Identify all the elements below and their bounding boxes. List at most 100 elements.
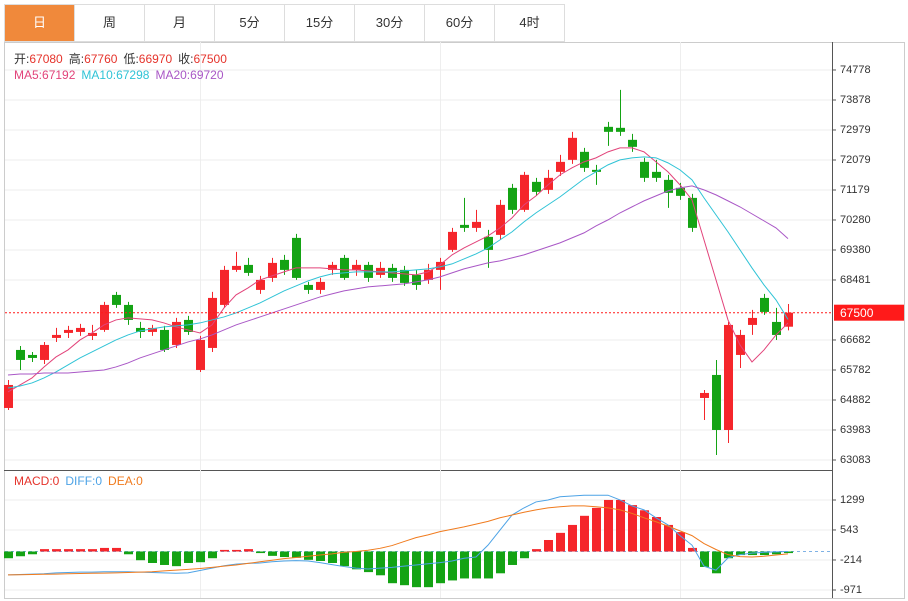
candle-body (436, 261, 445, 270)
macd-bar (472, 551, 481, 579)
legend-value: 67192 (42, 68, 76, 82)
macd-bar (268, 551, 277, 556)
macd-bar (172, 551, 181, 567)
tab[interactable]: 30分 (355, 5, 425, 41)
macd-bar (628, 505, 637, 552)
tab[interactable]: 15分 (285, 5, 355, 41)
info-value: 66970 (138, 52, 173, 66)
macd-bar (220, 549, 229, 552)
macd-bar (676, 532, 685, 552)
info-value: 67080 (29, 52, 63, 66)
macd-bar (244, 549, 253, 552)
macd-bar (352, 551, 361, 570)
legend-value: 69720 (190, 68, 224, 82)
candle-body (304, 284, 313, 290)
candle-body (616, 127, 625, 132)
candle-body (268, 262, 277, 278)
candle-body (244, 264, 253, 273)
candle-body (28, 354, 37, 358)
macd-bar (664, 524, 673, 552)
macd-bar (412, 551, 421, 588)
candle-body (748, 317, 757, 325)
legend-value: 67298 (116, 68, 150, 82)
macd-bar (400, 551, 409, 586)
candle-body (100, 304, 109, 330)
y-tick-label: 66682 (840, 334, 871, 346)
candle-body (172, 321, 181, 345)
macd-bar (196, 551, 205, 563)
macd-bar (16, 551, 25, 557)
y-tick-label: 68481 (840, 274, 871, 286)
candle-body (520, 174, 529, 210)
macd-bar (772, 551, 781, 555)
candle-body (556, 161, 565, 172)
tab[interactable]: 日 (5, 5, 75, 41)
ma-legend: MA5:67192 MA10:67298 MA20:69720 (14, 68, 230, 82)
candle-body (760, 297, 769, 312)
macd-line (7, 505, 789, 576)
last-price-box (834, 304, 904, 321)
y-tick-label: 1299 (840, 494, 864, 506)
macd-bar (424, 551, 433, 588)
macd-bar (592, 507, 601, 552)
tab[interactable]: 月 (145, 5, 215, 41)
candle-body (352, 264, 361, 270)
macd-bar (784, 551, 793, 554)
candle-body (568, 137, 577, 160)
macd-bar (376, 551, 385, 576)
legend-label: MA5: (14, 68, 43, 82)
info-label: 开: (14, 52, 30, 66)
candle-body (184, 319, 193, 332)
candle-body (772, 321, 781, 335)
macd-bar (544, 539, 553, 552)
tab[interactable]: 周 (75, 5, 145, 41)
macd-bar (88, 549, 97, 552)
candle-body (220, 269, 229, 305)
info-label: 收: (178, 52, 194, 66)
macd-bar (640, 510, 649, 552)
candle-body (16, 349, 25, 360)
candle-body (640, 161, 649, 178)
y-tick-label: 63083 (840, 454, 871, 466)
macd-bar (460, 551, 469, 579)
tab[interactable]: 4时 (495, 5, 565, 41)
candle-body (232, 265, 241, 270)
macd-bar (232, 549, 241, 552)
tab[interactable]: 5分 (215, 5, 285, 41)
y-tick-label: 543 (840, 524, 858, 536)
tab[interactable]: 60分 (425, 5, 495, 41)
macd-bar (184, 551, 193, 563)
candle-body (532, 181, 541, 192)
ma-line (7, 185, 789, 376)
legend-label: MA20: (155, 68, 191, 82)
candle-body (700, 392, 709, 398)
macd-bar (436, 551, 445, 584)
last-price-label: 67500 (840, 306, 874, 320)
info-label: 高: (68, 52, 85, 66)
macd-bar (340, 551, 349, 567)
macd-bar (112, 547, 121, 552)
candle-body (196, 339, 205, 370)
candle-body (448, 231, 457, 250)
macd-bar (568, 524, 577, 552)
info-value: 67760 (84, 52, 118, 66)
candle-body (148, 327, 157, 332)
y-tick-label: 65782 (840, 364, 871, 376)
candle-body (112, 294, 121, 305)
macd-bar (40, 549, 49, 552)
macd-bar (364, 551, 373, 573)
candle-body (652, 171, 661, 178)
candle-body (40, 344, 49, 360)
macd-bar (580, 515, 589, 552)
candle-body (400, 269, 409, 283)
info-value: 67500 (193, 52, 227, 66)
macd-bar (208, 551, 217, 559)
candle-body (508, 187, 517, 210)
candle-body (472, 221, 481, 228)
candle-body (52, 334, 61, 338)
candle-body (628, 139, 637, 147)
y-tick-label: 72979 (840, 124, 871, 136)
macd-bar (700, 551, 709, 567)
candle-body (580, 151, 589, 168)
legend-label: MACD: (14, 474, 53, 488)
